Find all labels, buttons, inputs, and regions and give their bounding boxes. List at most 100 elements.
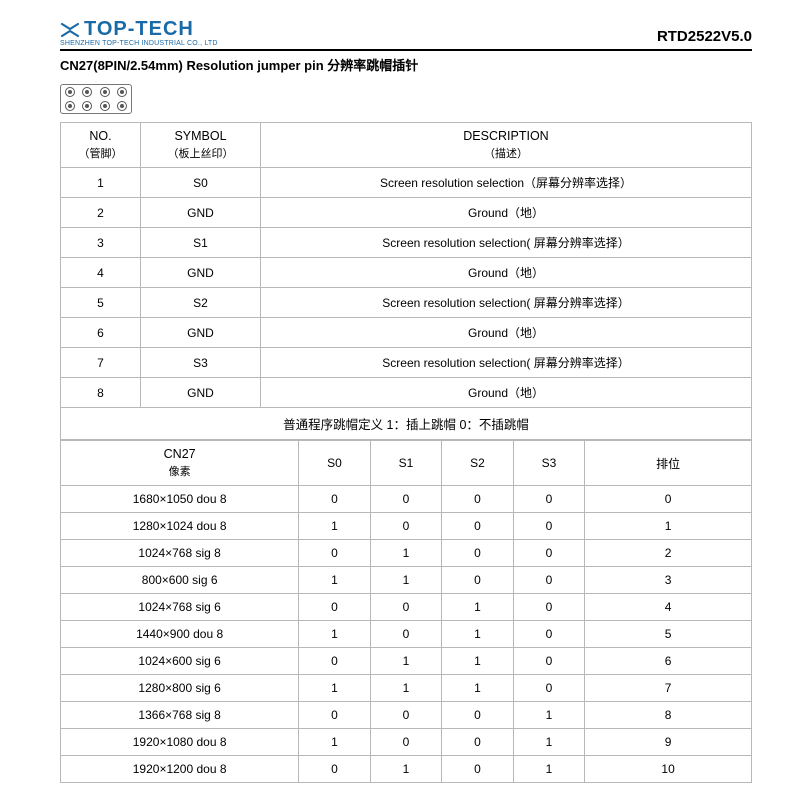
cell-s3: 0 [513, 675, 584, 702]
table-row: 1S0Screen resolution selection（屏幕分辨率选择） [61, 168, 752, 198]
cell-s3: 0 [513, 621, 584, 648]
cell-resolution: 1920×1080 dou 8 [61, 729, 299, 756]
cell-symbol: GND [141, 198, 261, 228]
cell-s3: 1 [513, 729, 584, 756]
cell-symbol: S1 [141, 228, 261, 258]
header: TOP-TECH SHENZHEN TOP-TECH INDUSTRIAL CO… [60, 18, 752, 51]
cell-s0: 0 [299, 540, 370, 567]
cell-s2: 0 [442, 486, 513, 513]
cell-s3: 0 [513, 567, 584, 594]
cell-symbol: GND [141, 258, 261, 288]
cell-s3: 0 [513, 486, 584, 513]
cell-desc: Ground（地） [261, 378, 752, 408]
cell-no: 6 [61, 318, 141, 348]
pin-dot [117, 101, 127, 111]
pin-dot [100, 87, 110, 97]
table-row: 1920×1080 dou 810019 [61, 729, 752, 756]
cell-s1: 1 [370, 675, 441, 702]
cell-s2: 0 [442, 729, 513, 756]
table-row: 7S3Screen resolution selection( 屏幕分辨率选择） [61, 348, 752, 378]
table-row: 4GNDGround（地） [61, 258, 752, 288]
logo-icon [60, 21, 80, 39]
cell-rank: 0 [585, 486, 752, 513]
table-row: 5S2Screen resolution selection( 屏幕分辨率选择） [61, 288, 752, 318]
cell-s0: 1 [299, 675, 370, 702]
table-row: 1024×600 sig 601106 [61, 648, 752, 675]
col-s1-header: S1 [370, 441, 441, 486]
header-sublabel: （描述） [265, 145, 747, 161]
cell-s1: 1 [370, 567, 441, 594]
header-label: CN27 [65, 447, 294, 461]
cell-s1: 1 [370, 756, 441, 783]
cell-resolution: 1920×1200 dou 8 [61, 756, 299, 783]
cell-resolution: 1024×768 sig 6 [61, 594, 299, 621]
col-rank-header: 排位 [585, 441, 752, 486]
logo-text: TOP-TECH [84, 18, 194, 41]
header-label: DESCRIPTION [265, 129, 747, 143]
cell-desc: Ground（地） [261, 258, 752, 288]
cell-s3: 0 [513, 513, 584, 540]
cell-s0: 1 [299, 621, 370, 648]
cell-no: 3 [61, 228, 141, 258]
cell-s0: 0 [299, 486, 370, 513]
cell-s2: 0 [442, 513, 513, 540]
table-header-row: NO. （管脚） SYMBOL （板上丝印） DESCRIPTION （描述） [61, 123, 752, 168]
header-label: NO. [65, 129, 136, 143]
pin-dot [65, 87, 75, 97]
cell-s0: 0 [299, 702, 370, 729]
col-s0-header: S0 [299, 441, 370, 486]
cell-desc: Ground（地） [261, 198, 752, 228]
cell-symbol: GND [141, 318, 261, 348]
table-row: 1920×1200 dou 8010110 [61, 756, 752, 783]
cell-s1: 0 [370, 621, 441, 648]
col-desc-header: DESCRIPTION （描述） [261, 123, 752, 168]
cell-resolution: 1024×600 sig 6 [61, 648, 299, 675]
pin-row-top [65, 87, 127, 97]
cell-s2: 1 [442, 648, 513, 675]
section-title: CN27(8PIN/2.54mm) Resolution jumper pin … [60, 55, 752, 74]
page: TOP-TECH SHENZHEN TOP-TECH INDUSTRIAL CO… [0, 0, 792, 793]
table-row: 2GNDGround（地） [61, 198, 752, 228]
cell-rank: 2 [585, 540, 752, 567]
cell-s3: 1 [513, 702, 584, 729]
cell-s2: 1 [442, 675, 513, 702]
table-header-row: CN27 像素 S0 S1 S2 S3 排位 [61, 441, 752, 486]
cell-symbol: S0 [141, 168, 261, 198]
cell-s3: 0 [513, 540, 584, 567]
cell-rank: 4 [585, 594, 752, 621]
cell-resolution: 1680×1050 dou 8 [61, 486, 299, 513]
cell-symbol: GND [141, 378, 261, 408]
col-s2-header: S2 [442, 441, 513, 486]
cell-s3: 0 [513, 594, 584, 621]
pin-dot [65, 101, 75, 111]
col-s3-header: S3 [513, 441, 584, 486]
doc-code: RTD2522V5.0 [657, 28, 752, 47]
pin-dot [82, 101, 92, 111]
header-sublabel: （管脚） [65, 145, 136, 161]
cell-s1: 0 [370, 729, 441, 756]
logo-subtitle: SHENZHEN TOP-TECH INDUSTRIAL CO., LTD [60, 40, 218, 47]
jumper-caption: 普通程序跳帽定义 1：插上跳帽 0：不插跳帽 [61, 408, 752, 440]
cell-resolution: 1280×1024 dou 8 [61, 513, 299, 540]
pin-dot [82, 87, 92, 97]
cell-resolution: 800×600 sig 6 [61, 567, 299, 594]
jumper-caption-row: 普通程序跳帽定义 1：插上跳帽 0：不插跳帽 [61, 408, 752, 440]
cell-symbol: S3 [141, 348, 261, 378]
table-row: 6GNDGround（地） [61, 318, 752, 348]
cell-rank: 5 [585, 621, 752, 648]
pin-dot [100, 101, 110, 111]
cell-s1: 0 [370, 702, 441, 729]
cell-s2: 0 [442, 702, 513, 729]
cell-desc: Screen resolution selection（屏幕分辨率选择） [261, 168, 752, 198]
logo-block: TOP-TECH SHENZHEN TOP-TECH INDUSTRIAL CO… [60, 18, 218, 47]
header-sublabel: 像素 [65, 463, 294, 479]
connector-diagram [60, 84, 132, 114]
cell-s0: 0 [299, 756, 370, 783]
cell-s2: 0 [442, 756, 513, 783]
table-row: 1024×768 sig 600104 [61, 594, 752, 621]
cell-no: 7 [61, 348, 141, 378]
cell-s0: 1 [299, 567, 370, 594]
pin-row-bottom [65, 101, 127, 111]
table-row: 800×600 sig 611003 [61, 567, 752, 594]
cell-no: 4 [61, 258, 141, 288]
